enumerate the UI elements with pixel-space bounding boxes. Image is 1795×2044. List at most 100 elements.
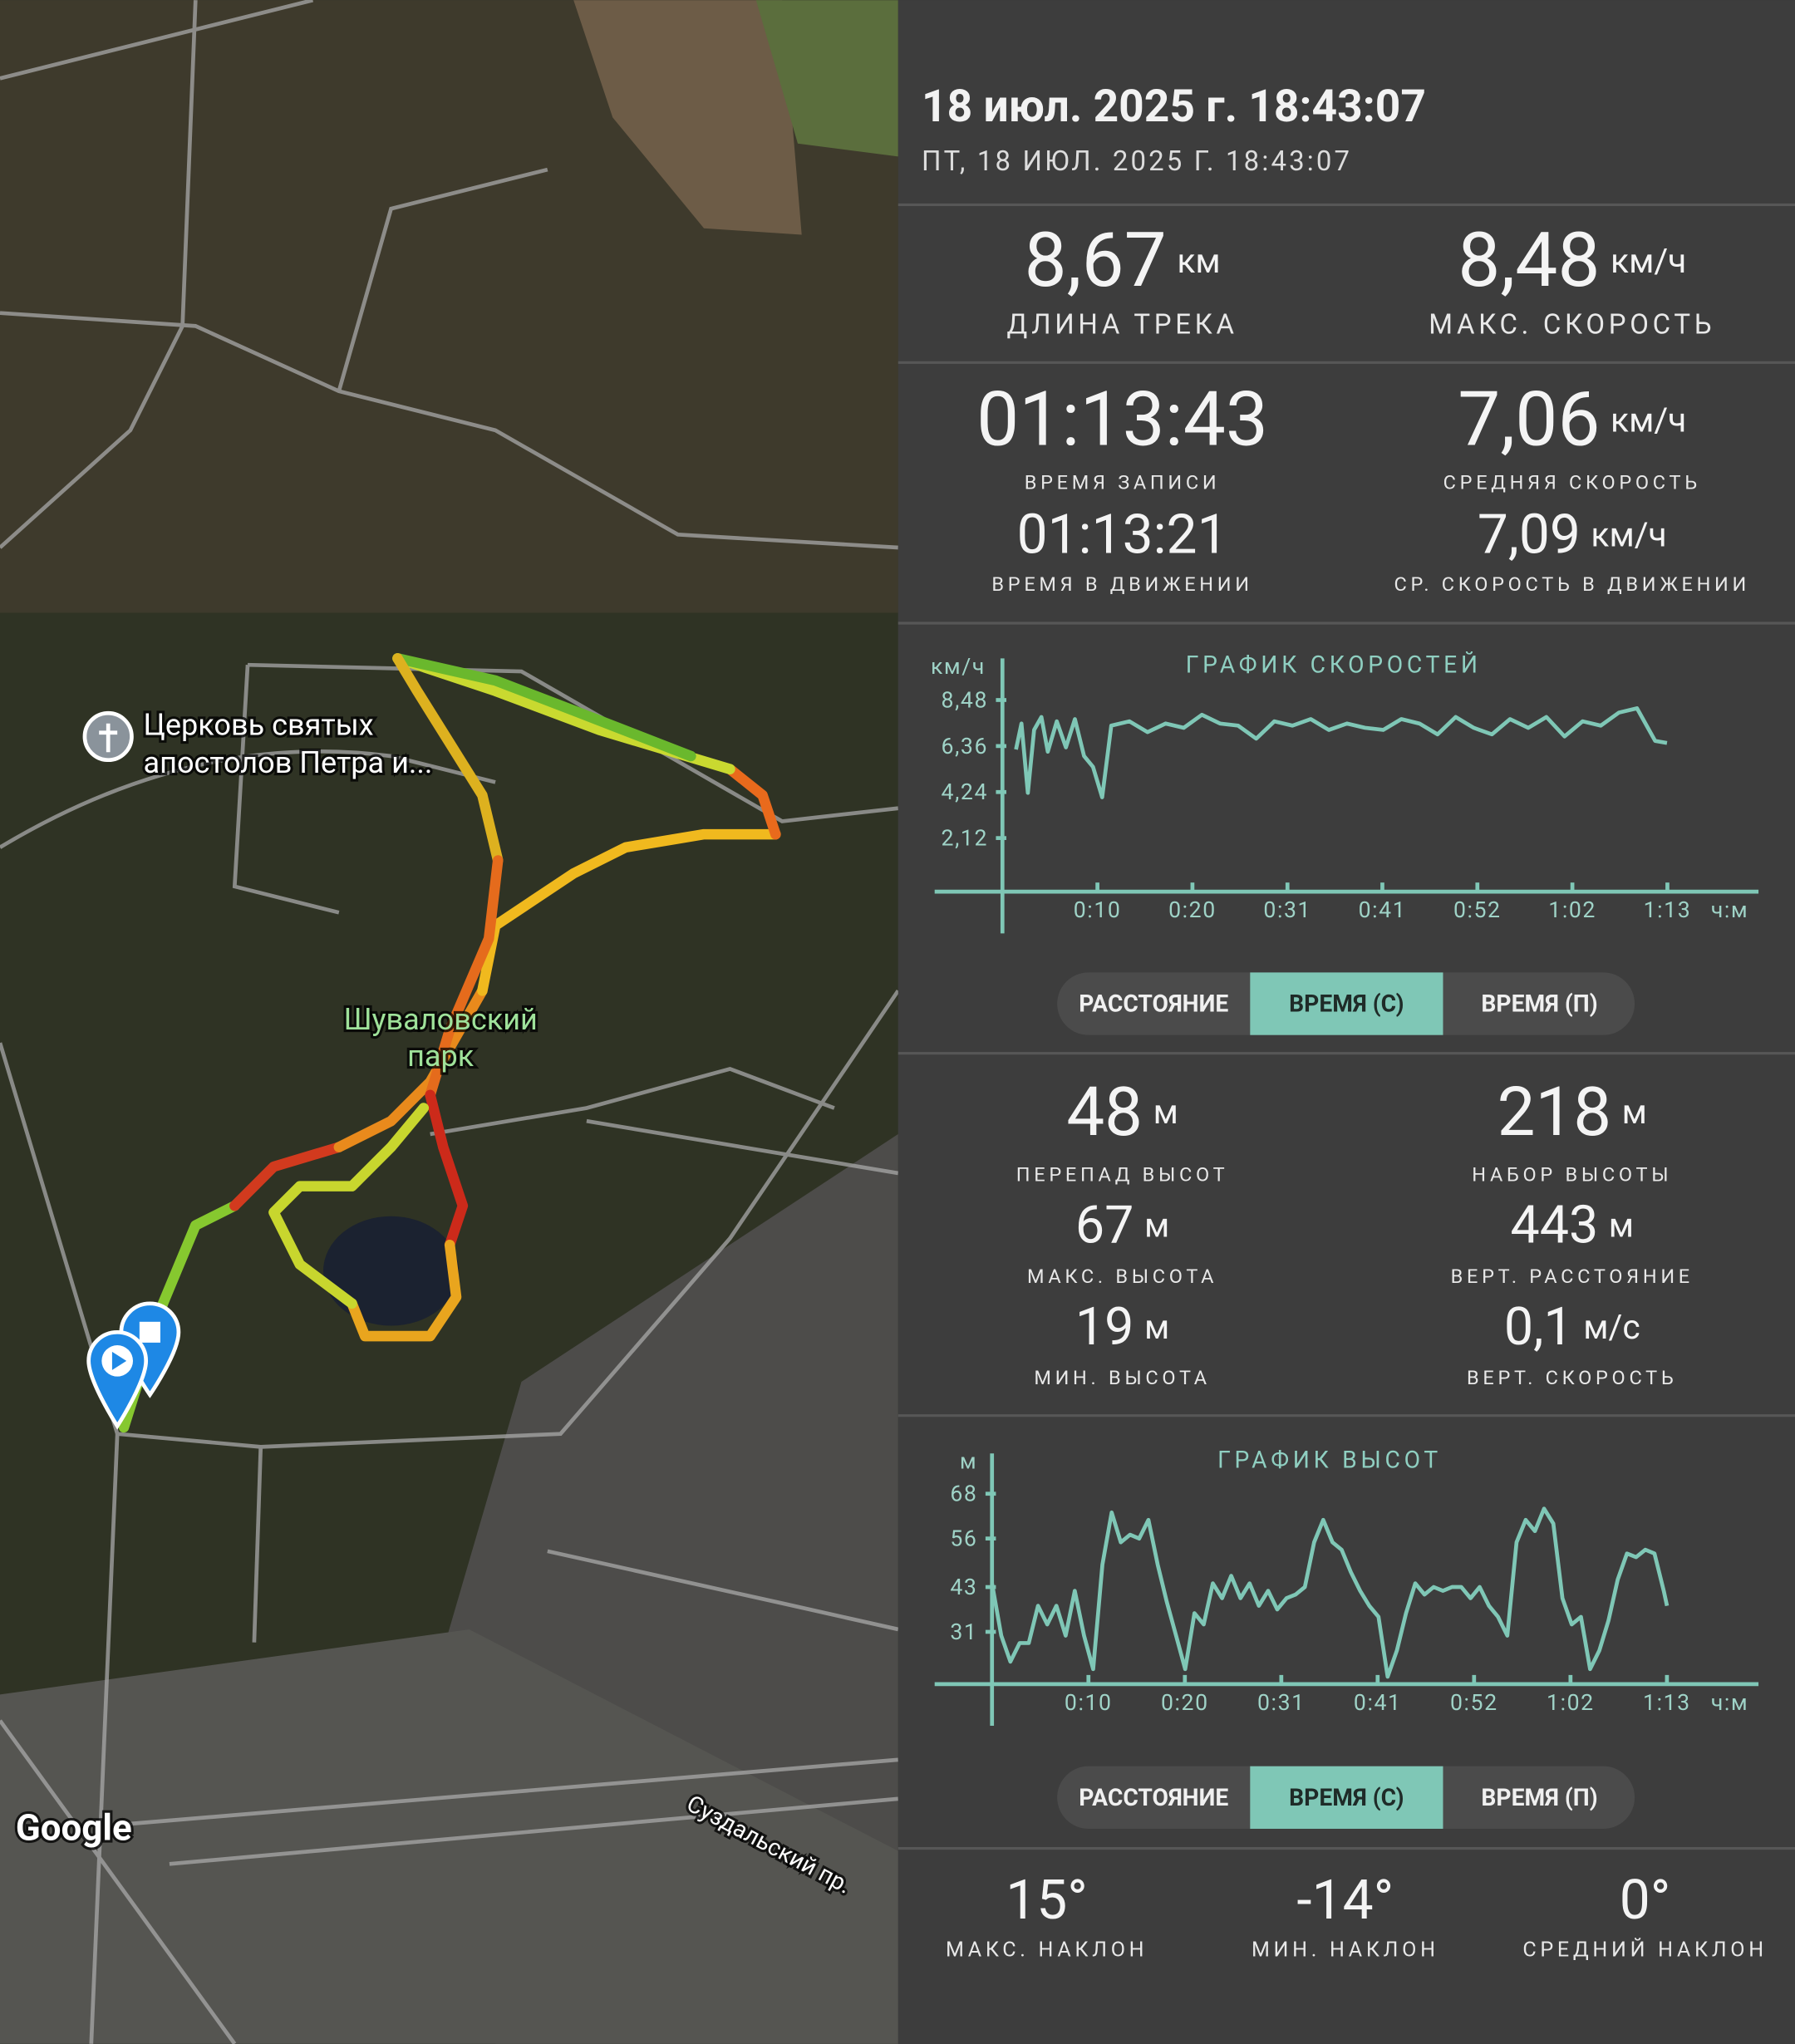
stat-label: СРЕДНИЙ НАКЛОН: [1522, 1937, 1768, 1962]
google-logo: Google: [16, 1806, 132, 1849]
chart-title: ГРАФИК ВЫСОТ: [1217, 1447, 1442, 1474]
stat-number: 7,09: [1478, 503, 1581, 567]
x-unit: ч:м: [1711, 897, 1748, 923]
stat-value: 8,67 км: [1025, 217, 1221, 305]
stat-number: 8,67: [1025, 217, 1167, 305]
stat-value: 7,09 км/ч: [1478, 503, 1667, 567]
x-unit: ч:м: [1711, 1689, 1748, 1716]
toggle-option[interactable]: РАССТОЯНИЕ: [1079, 1784, 1228, 1811]
stat-number: 19: [1075, 1297, 1134, 1358]
x-tick-label: 0:10: [1065, 1689, 1113, 1716]
stat-value: 7,06 км/ч: [1458, 376, 1686, 464]
stat-value: -14°: [1296, 1869, 1394, 1933]
stat-label: ПЕРЕПАД ВЫСОТ: [1016, 1163, 1229, 1187]
view-toggle[interactable]: РАССТОЯНИЕ ВРЕМЯ (С) ВРЕМЯ (П): [1057, 972, 1635, 1035]
y-tick-label: 4,24: [942, 779, 988, 805]
pond: [323, 1216, 460, 1326]
x-tick-label: 0:52: [1450, 1689, 1498, 1716]
field: [573, 0, 802, 235]
x-tick-label: 0:10: [1074, 897, 1122, 923]
stat-value: 8,48 км/ч: [1458, 217, 1686, 305]
track-subtitle: ПТ, 18 ИЮЛ. 2025 Г. 18:43:07: [922, 145, 1352, 178]
dividers: [898, 203, 1795, 1850]
stat-label: МАКС. ВЫСОТА: [1027, 1265, 1217, 1288]
stat-unit: км/ч: [1611, 400, 1686, 440]
poi-label[interactable]: апостолов Петра и...: [140, 743, 435, 783]
stat-value: 48 м: [1066, 1072, 1178, 1152]
stat-number: 01:13:43: [976, 376, 1268, 464]
park-label[interactable]: Шуваловский: [341, 1000, 540, 1039]
y-tick-label: 68: [950, 1481, 977, 1507]
stat-label: МИН. НАКЛОН: [1252, 1938, 1439, 1962]
stat-label: МИН. ВЫСОТА: [1034, 1366, 1211, 1389]
chart-title: ГРАФИК СКОРОСТЕЙ: [1186, 651, 1482, 679]
stat-label: ВЕРТ. СКОРОСТЬ: [1467, 1366, 1677, 1389]
stat-unit: км/ч: [1591, 514, 1666, 554]
stat-label: НАБОР ВЫСОТЫ: [1472, 1163, 1672, 1187]
y-tick-label: 8,48: [942, 687, 988, 714]
stat-number: 8,48: [1458, 217, 1600, 305]
x-tick-label: 0:20: [1168, 897, 1217, 923]
route: [118, 653, 781, 1433]
map[interactable]: Церковь святых апостолов Петра и... Шува…: [0, 0, 900, 2044]
stat-number: 218: [1497, 1072, 1612, 1152]
stat-number: 0°: [1620, 1869, 1671, 1933]
park-label[interactable]: парк: [405, 1036, 477, 1076]
poi-label[interactable]: Церковь святых: [140, 705, 376, 744]
toggle-selected[interactable]: [1250, 972, 1443, 1035]
y-tick-label: 56: [950, 1526, 977, 1552]
y-tick-label: 2,12: [942, 825, 988, 852]
stat-number: 15°: [1006, 1869, 1088, 1933]
stat-number: 0,1: [1504, 1297, 1573, 1358]
y-tick-label: 43: [950, 1574, 977, 1600]
stat-label: СР. СКОРОСТЬ В ДВИЖЕНИИ: [1394, 572, 1750, 596]
finish-marker[interactable]: [119, 1301, 181, 1398]
x-tick-label: 1:02: [1548, 897, 1596, 923]
y-tick-label: 6,36: [942, 733, 988, 759]
x-tick-label: 0:31: [1257, 1689, 1306, 1716]
stat-value: 15°: [1006, 1869, 1088, 1933]
toggle-selected[interactable]: [1250, 1766, 1443, 1829]
stat-number: 443: [1510, 1195, 1598, 1255]
toggle-option[interactable]: ВРЕМЯ (С): [1289, 1784, 1404, 1811]
x-tick-label: 1:13: [1643, 1689, 1691, 1716]
stat-label: ВРЕМЯ ЗАПИСИ: [1025, 471, 1221, 494]
view-toggle[interactable]: РАССТОЯНИЕ ВРЕМЯ (С) ВРЕМЯ (П): [1057, 1766, 1635, 1829]
stat-unit: м: [1609, 1206, 1634, 1246]
x-tick-label: 1:13: [1644, 897, 1692, 923]
stat-unit: м: [1153, 1092, 1178, 1132]
toggle-option[interactable]: ВРЕМЯ (С): [1289, 990, 1404, 1018]
stat-number: 7,06: [1458, 376, 1600, 464]
x-tick-label: 0:41: [1354, 1689, 1402, 1716]
stat-number: 67: [1075, 1195, 1134, 1255]
stat-value: 01:13:43: [976, 376, 1268, 464]
toggle-option[interactable]: ВРЕМЯ (П): [1481, 1784, 1597, 1811]
start-marker[interactable]: [86, 1329, 149, 1430]
stat-label: СРЕДНЯЯ СКОРОСТЬ: [1443, 471, 1701, 494]
stat-unit: м: [1144, 1206, 1169, 1246]
stat-number: 48: [1066, 1072, 1143, 1152]
x-tick-label: 0:31: [1263, 897, 1311, 923]
x-tick-label: 1:02: [1547, 1689, 1595, 1716]
stat-value: 67 м: [1075, 1195, 1169, 1255]
y-unit: м: [960, 1448, 977, 1475]
stat-value: 0°: [1620, 1869, 1671, 1933]
stat-unit: м: [1622, 1092, 1647, 1132]
roads: [0, 0, 900, 2044]
urban-area: [0, 1629, 898, 2044]
church-icon[interactable]: [82, 710, 134, 763]
stat-label: ДЛИНА ТРЕКА: [1006, 308, 1237, 341]
toggle-option[interactable]: ВРЕМЯ (П): [1481, 990, 1597, 1018]
track-title: 18 июл. 2025 г. 18:43:07: [922, 81, 1426, 133]
stat-label: МАКС. НАКЛОН: [946, 1938, 1148, 1962]
stat-number: 01:13:21: [1017, 503, 1228, 567]
stat-label: ВЕРТ. РАССТОЯНИЕ: [1451, 1265, 1694, 1288]
stat-value: 19 м: [1075, 1297, 1169, 1358]
y-unit: км/ч: [931, 653, 986, 680]
data-line: [1014, 706, 1668, 799]
x-tick-label: 0:20: [1161, 1689, 1209, 1716]
stat-value: 443 м: [1510, 1195, 1634, 1255]
stat-label: ВРЕМЯ В ДВИЖЕНИИ: [991, 572, 1252, 596]
toggle-option[interactable]: РАССТОЯНИЕ: [1079, 990, 1228, 1018]
